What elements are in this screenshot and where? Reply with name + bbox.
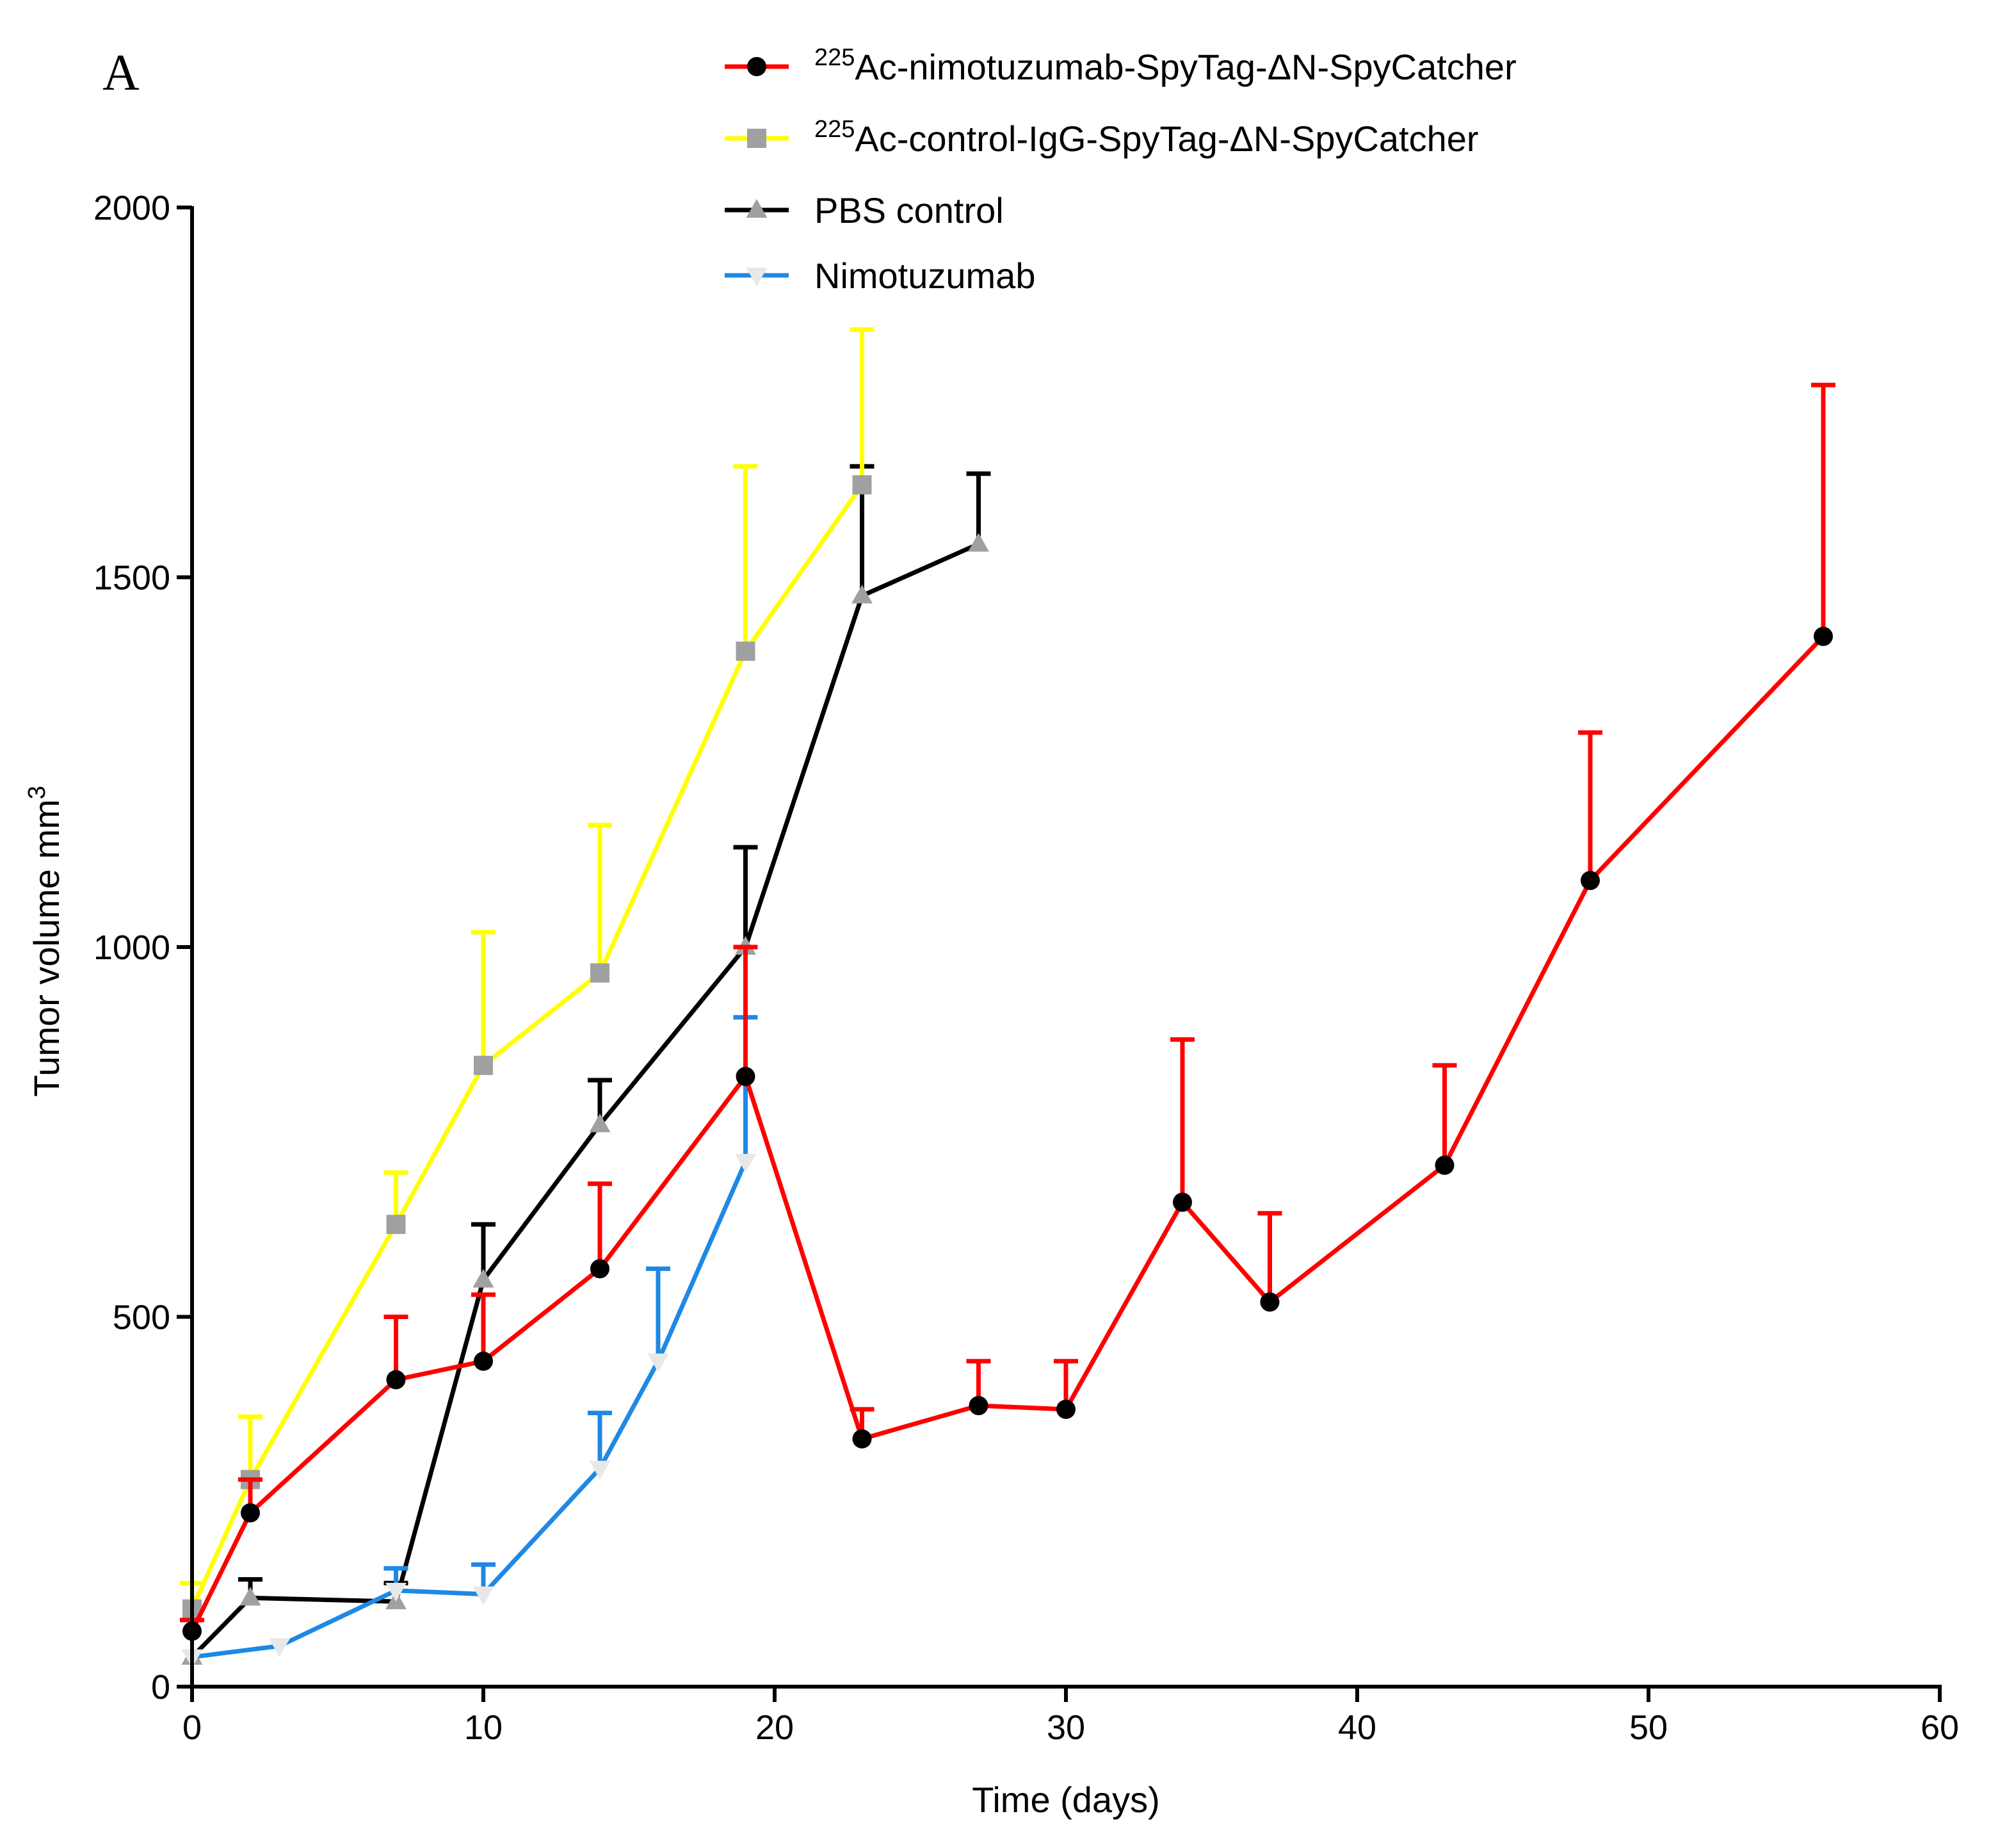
data-point-pbs-control [968,533,989,552]
series-line-ac-control-igg-spytag-n-spycatcher [189,483,864,1610]
data-point-ac-nimotuzumab-spytag-n-spycatcher [1435,1155,1455,1175]
data-point-nimotuzumab [647,1353,669,1373]
data-point-nimotuzumab [385,1582,407,1602]
data-point-ac-nimotuzumab-spytag-n-spycatcher [1814,626,1833,646]
legend-item-nimotuzumab: Nimotuzumab [725,255,1035,296]
x-tick-label: 0 [182,1708,202,1747]
data-point-ac-nimotuzumab-spytag-n-spycatcher [241,1503,260,1523]
legend-label-text: Ac-nimotuzumab-SpyTag-ΔN-SpyCatcher [855,47,1516,87]
legend-label-ac-control-igg-spytag-n-spycatcher: 225Ac-control-IgG-SpyTag-ΔN-SpyCatcher [814,116,1479,159]
data-point-nimotuzumab [589,1461,611,1480]
series-line-nimotuzumab [191,1160,748,1660]
legend-label-ac-nimotuzumab-spytag-n-spycatcher: 225Ac-nimotuzumab-SpyTag-ΔN-SpyCatcher [814,44,1517,87]
y-axis-label-sup: 3 [24,786,51,799]
legend-item-ac-control-igg-spytag-n-spycatcher: 225Ac-control-IgG-SpyTag-ΔN-SpyCatcher [725,116,1479,159]
data-point-ac-nimotuzumab-spytag-n-spycatcher [736,1067,755,1087]
data-point-pbs-control [239,1587,261,1606]
x-tick-label: 50 [1629,1708,1668,1747]
data-point-ac-nimotuzumab-spytag-n-spycatcher [590,1259,609,1279]
series-pbs-control [181,464,991,1665]
series-ac-control-igg-spytag-n-spycatcher [180,327,875,1619]
data-point-ac-nimotuzumab-spytag-n-spycatcher [474,1351,493,1371]
legend-item-pbs-control: PBS control [725,190,1004,231]
legend-marker-ac-control-igg-spytag-n-spycatcher [747,129,766,148]
y-axis-label-text: Tumor volume mm [26,799,67,1097]
data-point-pbs-control [589,1113,611,1133]
data-point-nimotuzumab [472,1586,494,1605]
legend-item-ac-nimotuzumab-spytag-n-spycatcher: 225Ac-nimotuzumab-SpyTag-ΔN-SpyCatcher [725,44,1517,87]
y-tick-label: 0 [151,1668,170,1706]
data-point-ac-control-igg-spytag-n-spycatcher [590,963,609,983]
data-point-ac-nimotuzumab-spytag-n-spycatcher [1260,1292,1280,1312]
data-point-ac-control-igg-spytag-n-spycatcher [852,475,872,495]
y-axis-label: Tumor volume mm3 [24,786,67,1097]
legend-label-nimotuzumab: Nimotuzumab [814,255,1035,296]
x-tick-label: 60 [1921,1708,1959,1747]
data-point-ac-nimotuzumab-spytag-n-spycatcher [1173,1192,1192,1212]
y-tick-label: 500 [113,1299,170,1337]
x-tick-label: 10 [464,1708,503,1747]
legend-label-sup: 225 [814,116,855,143]
data-point-ac-nimotuzumab-spytag-n-spycatcher [1056,1399,1076,1419]
series-line-ac-nimotuzumab-spytag-n-spycatcher [189,635,1825,1632]
legend-marker-nimotuzumab [746,268,768,287]
data-point-ac-nimotuzumab-spytag-n-spycatcher [969,1396,988,1416]
data-point-ac-control-igg-spytag-n-spycatcher [474,1055,493,1075]
x-tick-label: 20 [755,1708,794,1747]
y-tick-label: 2000 [93,189,170,227]
panel-label: A [102,45,140,101]
legend-marker-ac-nimotuzumab-spytag-n-spycatcher [747,57,766,76]
data-point-nimotuzumab [269,1638,290,1657]
y-tick-label: 1500 [93,559,170,597]
data-point-ac-nimotuzumab-spytag-n-spycatcher [1581,871,1600,891]
data-point-pbs-control [851,585,873,604]
legend-label-text: Ac-control-IgG-SpyTag-ΔN-SpyCatcher [855,118,1478,159]
data-point-ac-nimotuzumab-spytag-n-spycatcher [852,1429,872,1449]
series-nimotuzumab [181,1015,758,1669]
x-axis-label: Time (days) [972,1779,1160,1820]
y-tick-label: 1000 [93,928,170,967]
x-tick-label: 40 [1338,1708,1376,1747]
data-point-pbs-control [472,1268,494,1288]
series-line-pbs-control [190,542,979,1659]
series-ac-nimotuzumab-spytag-n-spycatcher [180,382,1835,1641]
data-point-ac-nimotuzumab-spytag-n-spycatcher [386,1370,406,1390]
data-point-ac-control-igg-spytag-n-spycatcher [736,642,755,661]
legend-label-pbs-control: PBS control [814,190,1004,231]
x-tick-label: 30 [1047,1708,1085,1747]
data-point-nimotuzumab [735,1153,756,1173]
data-point-ac-control-igg-spytag-n-spycatcher [386,1215,406,1235]
legend-marker-pbs-control [746,199,768,218]
legend-label-sup: 225 [814,44,855,71]
